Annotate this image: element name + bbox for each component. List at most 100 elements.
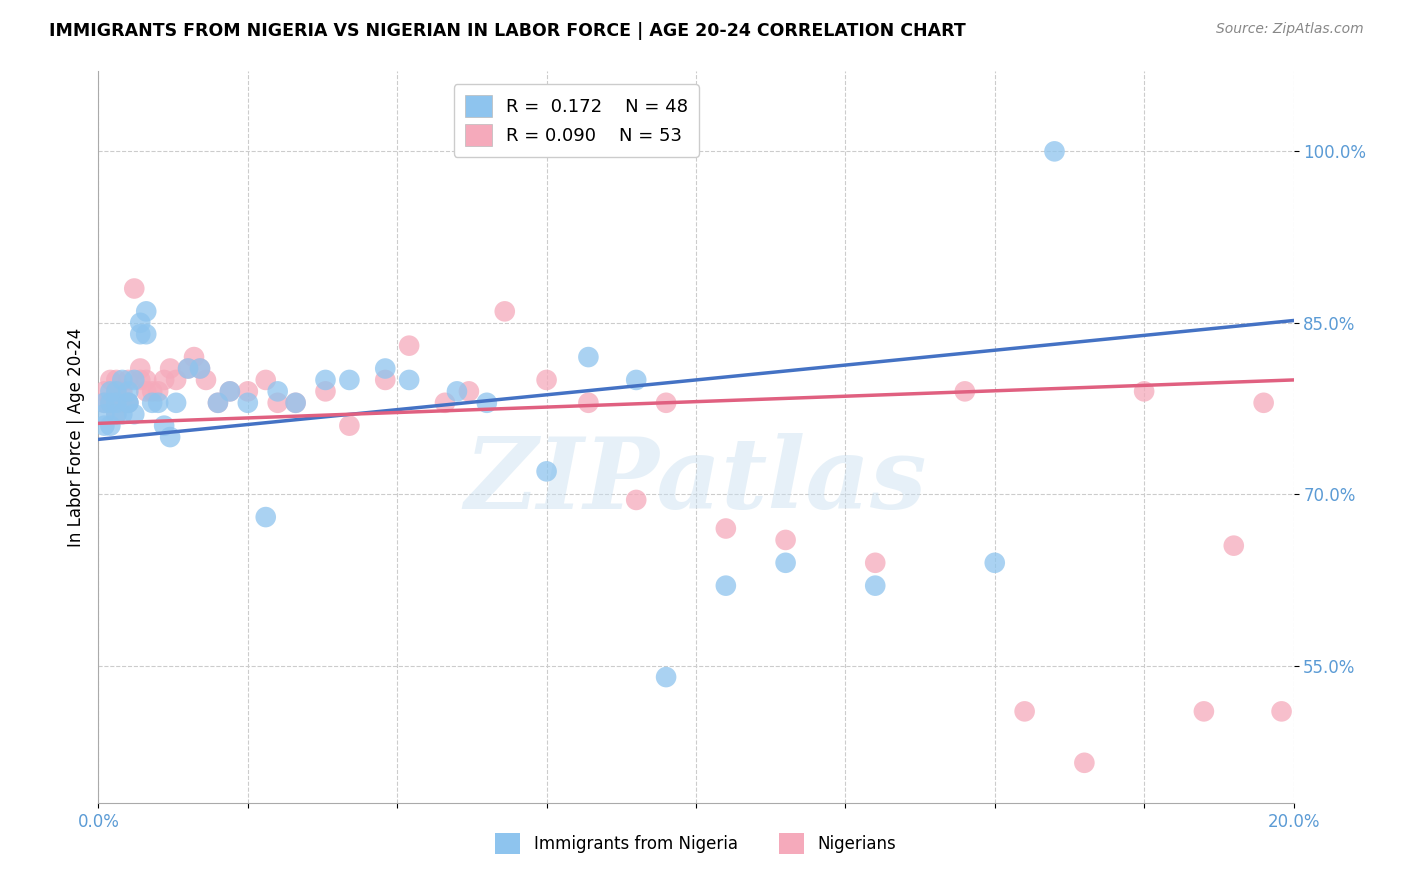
- Point: [434, 396, 457, 410]
- Point: [315, 384, 337, 399]
- Point: [1271, 704, 1294, 718]
- Point: [93, 396, 115, 410]
- Point: [117, 384, 139, 399]
- Point: [188, 361, 211, 376]
- Point: [1223, 539, 1246, 553]
- Point: [105, 407, 128, 421]
- Point: [159, 361, 181, 376]
- Point: [153, 418, 176, 433]
- Point: [953, 384, 976, 399]
- Point: [1073, 756, 1095, 770]
- Point: [141, 396, 163, 410]
- Point: [177, 361, 200, 376]
- Point: [93, 396, 115, 410]
- Point: [117, 373, 139, 387]
- Point: [475, 396, 498, 410]
- Point: [284, 396, 307, 410]
- Point: [655, 396, 678, 410]
- Point: [1133, 384, 1156, 399]
- Point: [105, 407, 128, 421]
- Point: [98, 373, 122, 387]
- Point: [219, 384, 242, 399]
- Point: [284, 396, 307, 410]
- Point: [1192, 704, 1215, 718]
- Point: [446, 384, 468, 399]
- Point: [105, 373, 128, 387]
- Point: [111, 396, 134, 410]
- Point: [135, 384, 157, 399]
- Point: [111, 384, 134, 399]
- Point: [984, 556, 1007, 570]
- Point: [98, 384, 122, 399]
- Point: [135, 327, 157, 342]
- Point: [141, 384, 163, 399]
- Point: [165, 373, 187, 387]
- Point: [315, 373, 337, 387]
- Point: [177, 361, 200, 376]
- Point: [267, 384, 290, 399]
- Point: [124, 373, 146, 387]
- Point: [117, 396, 139, 410]
- Point: [105, 396, 128, 410]
- Point: [129, 373, 152, 387]
- Point: [374, 361, 396, 376]
- Point: [93, 418, 115, 433]
- Point: [98, 418, 122, 433]
- Point: [865, 579, 887, 593]
- Point: [93, 407, 115, 421]
- Point: [494, 304, 516, 318]
- Point: [105, 384, 128, 399]
- Text: ZIPatlas: ZIPatlas: [465, 433, 927, 529]
- Point: [865, 556, 887, 570]
- Point: [129, 327, 152, 342]
- Point: [714, 579, 737, 593]
- Point: [188, 361, 211, 376]
- Point: [165, 396, 187, 410]
- Point: [93, 384, 115, 399]
- Point: [98, 396, 122, 410]
- Point: [183, 350, 205, 364]
- Point: [124, 281, 146, 295]
- Point: [207, 396, 229, 410]
- Point: [111, 407, 134, 421]
- Point: [124, 407, 146, 421]
- Point: [111, 373, 134, 387]
- Point: [398, 373, 420, 387]
- Point: [219, 384, 242, 399]
- Point: [578, 350, 600, 364]
- Point: [775, 556, 797, 570]
- Point: [236, 384, 259, 399]
- Point: [159, 430, 181, 444]
- Point: [135, 304, 157, 318]
- Point: [153, 373, 176, 387]
- Point: [117, 396, 139, 410]
- Point: [339, 373, 361, 387]
- Point: [98, 396, 122, 410]
- Point: [578, 396, 600, 410]
- Point: [254, 510, 277, 524]
- Point: [129, 316, 152, 330]
- Point: [626, 373, 648, 387]
- Point: [1014, 704, 1036, 718]
- Point: [148, 396, 170, 410]
- Point: [458, 384, 481, 399]
- Point: [1253, 396, 1275, 410]
- Point: [655, 670, 678, 684]
- Point: [775, 533, 797, 547]
- Point: [236, 396, 259, 410]
- Point: [536, 373, 558, 387]
- Point: [398, 339, 420, 353]
- Point: [536, 464, 558, 478]
- Point: [339, 418, 361, 433]
- Point: [135, 373, 157, 387]
- Point: [148, 384, 170, 399]
- Legend: Immigrants from Nigeria, Nigerians: Immigrants from Nigeria, Nigerians: [489, 827, 903, 860]
- Point: [195, 373, 218, 387]
- Point: [714, 521, 737, 535]
- Point: [1043, 145, 1066, 159]
- Point: [626, 492, 648, 507]
- Point: [374, 373, 396, 387]
- Point: [117, 396, 139, 410]
- Point: [105, 384, 128, 399]
- Text: IMMIGRANTS FROM NIGERIA VS NIGERIAN IN LABOR FORCE | AGE 20-24 CORRELATION CHART: IMMIGRANTS FROM NIGERIA VS NIGERIAN IN L…: [49, 22, 966, 40]
